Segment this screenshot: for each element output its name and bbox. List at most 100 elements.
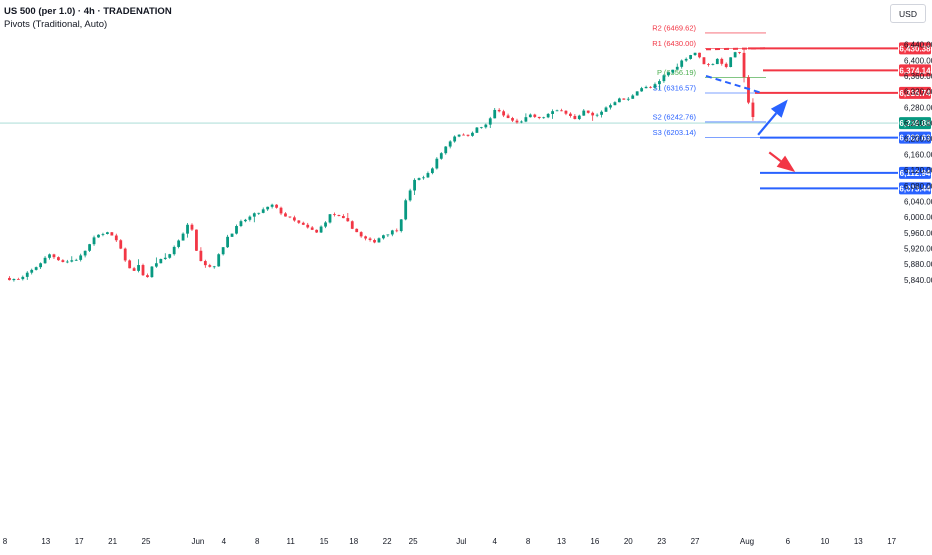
candle-body bbox=[199, 250, 203, 262]
x-tick-label: 16 bbox=[590, 537, 599, 546]
price-tag bbox=[899, 117, 931, 130]
candle-body bbox=[693, 52, 697, 56]
x-tick-label: 21 bbox=[108, 537, 117, 546]
x-tick-label: 8 bbox=[3, 537, 8, 546]
candle-body bbox=[186, 224, 189, 234]
y-tick-label: 6,000.00 bbox=[904, 213, 932, 222]
candle-body bbox=[493, 109, 497, 119]
candle-body bbox=[537, 116, 541, 119]
candle-body bbox=[640, 88, 644, 92]
candle-body bbox=[355, 228, 359, 233]
indicator-label: Pivots (Traditional, Auto) bbox=[4, 19, 108, 30]
candle-body bbox=[21, 276, 25, 280]
y-tick-label: 6,280.00 bbox=[904, 103, 932, 112]
candle-body bbox=[666, 72, 670, 76]
x-tick-label: 4 bbox=[492, 537, 497, 546]
x-tick-label: 6 bbox=[786, 537, 791, 546]
time-axis[interactable]: 8 13 17 21 25 Jun 4 8 11 15 18 22 25 Jul 4 8 13 16 20 23 27 A… bbox=[3, 537, 897, 546]
x-tick-label: 25 bbox=[409, 537, 418, 546]
candle-body bbox=[97, 234, 100, 238]
candle-body bbox=[551, 111, 554, 114]
price-tag bbox=[899, 131, 931, 144]
y-tick-label: 6,400.00 bbox=[904, 56, 932, 65]
candle-body bbox=[195, 229, 198, 251]
candle-body bbox=[310, 227, 314, 230]
candle-body bbox=[79, 255, 83, 260]
candle-body bbox=[524, 117, 528, 122]
candle-body bbox=[261, 209, 265, 213]
candle-body bbox=[724, 63, 728, 67]
candle-body bbox=[430, 168, 434, 174]
candle-body bbox=[48, 254, 51, 258]
candle-body bbox=[172, 246, 176, 255]
candle-body bbox=[573, 115, 577, 120]
candle-body bbox=[542, 117, 546, 119]
candle-body bbox=[617, 98, 621, 103]
x-tick-label: 13 bbox=[854, 537, 863, 546]
candle-body bbox=[466, 134, 470, 136]
candle-body bbox=[217, 254, 221, 267]
y-tick-label: 6,200.00 bbox=[904, 135, 932, 144]
currency-button[interactable]: USD bbox=[890, 4, 926, 23]
candle-body bbox=[159, 258, 163, 264]
candle-body bbox=[497, 109, 501, 112]
candle-body bbox=[600, 111, 603, 115]
x-tick-label: Aug bbox=[740, 537, 754, 546]
y-tick-label: 6,360.00 bbox=[904, 72, 932, 81]
candle-body bbox=[546, 113, 550, 118]
candle-body bbox=[266, 206, 270, 210]
candle-body bbox=[65, 261, 69, 263]
price-tag-label: 6,430.38 bbox=[899, 44, 931, 53]
y-tick-label: 6,320.00 bbox=[904, 88, 932, 97]
candle-body bbox=[306, 224, 310, 228]
candle-body bbox=[448, 141, 452, 147]
candle-body bbox=[720, 58, 724, 64]
candle-body bbox=[649, 86, 652, 88]
candle-body bbox=[257, 212, 261, 214]
candle-body bbox=[328, 214, 332, 223]
candle-body bbox=[154, 263, 158, 267]
candle-body bbox=[586, 110, 590, 113]
candle-body bbox=[114, 235, 118, 241]
x-tick-label: 18 bbox=[349, 537, 358, 546]
price-tag bbox=[899, 86, 931, 99]
candle-body bbox=[569, 113, 572, 116]
candle-body bbox=[471, 132, 474, 136]
x-tick-label: 8 bbox=[255, 537, 260, 546]
x-tick-label: 15 bbox=[320, 537, 329, 546]
candle-body bbox=[475, 127, 479, 133]
candle-body bbox=[609, 105, 612, 108]
blue-dashed-line bbox=[705, 74, 761, 94]
candle-body bbox=[626, 98, 630, 100]
candle-body bbox=[698, 52, 701, 58]
candle-body bbox=[52, 254, 56, 258]
price-tag-label: 6,202.63 bbox=[899, 134, 931, 143]
candle-body bbox=[319, 226, 323, 233]
candle-body bbox=[462, 134, 465, 136]
candle-body bbox=[502, 111, 506, 116]
candles bbox=[8, 49, 755, 282]
candle-body bbox=[146, 275, 149, 278]
candle-body bbox=[715, 58, 719, 65]
candle-body bbox=[479, 127, 483, 129]
candle-body bbox=[230, 233, 234, 237]
x-tick-label: 17 bbox=[75, 537, 84, 546]
candle-body bbox=[337, 215, 341, 217]
candle-body bbox=[239, 221, 243, 227]
candle-body bbox=[61, 260, 65, 262]
candle-body bbox=[275, 204, 278, 208]
candle-body bbox=[564, 110, 568, 114]
candle-body bbox=[359, 232, 363, 237]
price-axis[interactable]: 5,840.00 5,880.00 5,920.00 5,960.00 6,000.00… bbox=[904, 41, 932, 285]
price-tag bbox=[899, 166, 931, 179]
candle-body bbox=[105, 232, 109, 235]
candle-body bbox=[324, 222, 327, 227]
price-tag bbox=[899, 42, 931, 55]
candle-body bbox=[658, 81, 661, 85]
candle-body bbox=[39, 263, 43, 268]
candle-body bbox=[8, 277, 11, 281]
candle-body bbox=[417, 178, 421, 180]
candle-body bbox=[515, 120, 519, 123]
